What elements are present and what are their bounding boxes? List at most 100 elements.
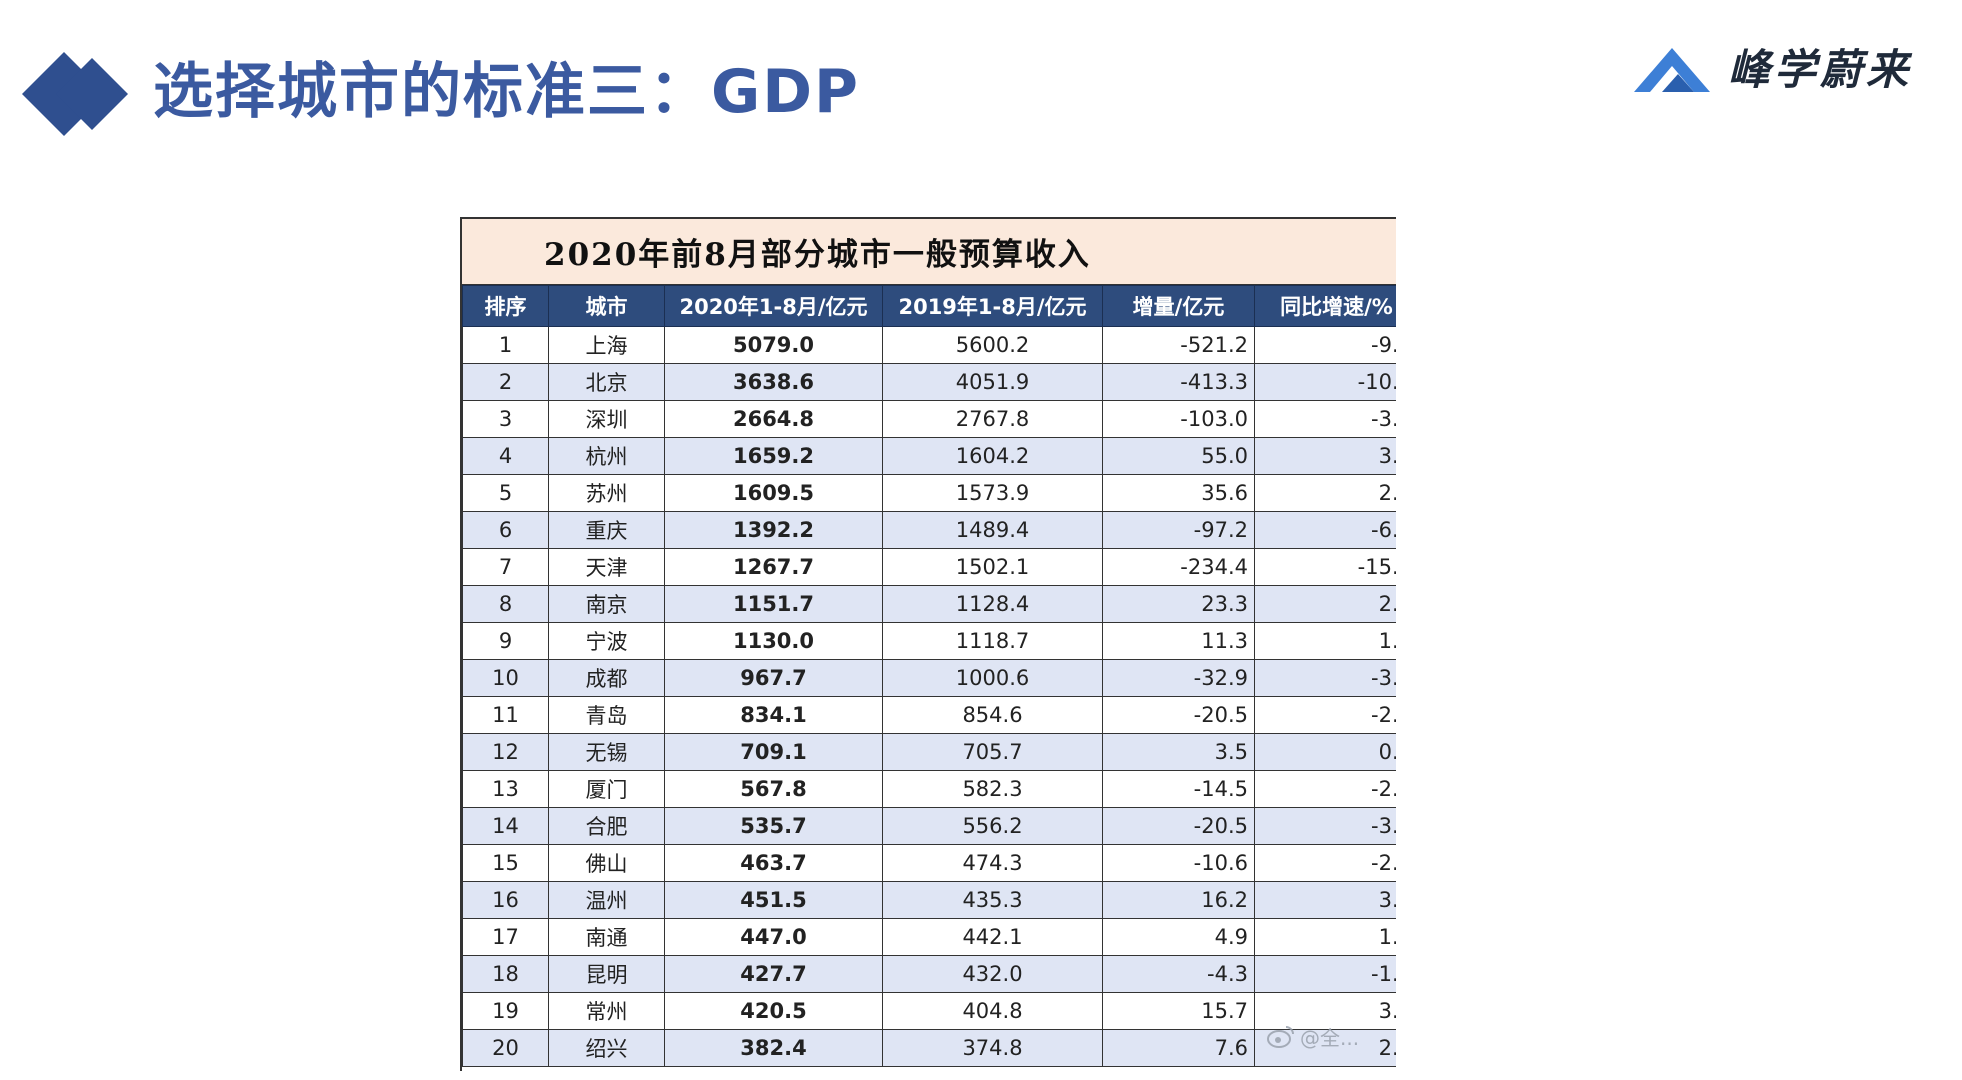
cell-rank: 4 [462,437,549,475]
cell-increase: -10.6 [1102,844,1255,882]
cell-2020: 535.7 [664,807,883,845]
cell-increase: -97.2 [1102,511,1255,549]
cell-rank: 11 [462,696,549,734]
mountain-logo-icon [1634,48,1710,92]
cell-2019: 1502.1 [882,548,1103,586]
cell-city: 南通 [548,918,665,956]
column-header-growth-rate: 同比增速/% [1254,285,1396,327]
cell-2020: 1659.2 [664,437,883,475]
cell-rank: 10 [462,659,549,697]
page-title: 选择城市的标准三：GDP [153,57,861,127]
cell-city: 南京 [548,585,665,623]
cell-2019: 442.1 [882,918,1103,956]
cell-growth-rate: -9.3 [1254,326,1396,364]
cell-city: 苏州 [548,474,665,512]
cell-rank: 13 [462,770,549,808]
cell-growth-rate: -10.2 [1254,363,1396,401]
cell-growth-rate: 0.5 [1254,733,1396,771]
cell-city: 温州 [548,881,665,919]
cell-increase: 7.6 [1102,1029,1255,1067]
cell-2019: 374.8 [882,1029,1103,1067]
cell-city: 佛山 [548,844,665,882]
cell-2019: 1604.2 [882,437,1103,475]
cell-growth-rate: 2.1 [1254,585,1396,623]
cell-rank: 20 [462,1029,549,1067]
cell-growth-rate: -3.7 [1254,400,1396,438]
brand-name: 峰学蔚来 [1728,45,1913,94]
cell-rank: 19 [462,992,549,1030]
cell-2020: 382.4 [664,1029,883,1067]
cell-2019: 582.3 [882,770,1103,808]
cell-increase: -32.9 [1102,659,1255,697]
cell-city: 厦门 [548,770,665,808]
cell-rank: 5 [462,474,549,512]
cell-2019: 705.7 [882,733,1103,771]
cell-2020: 967.7 [664,659,883,697]
cell-rank: 1 [462,326,549,364]
cell-2019: 1000.6 [882,659,1103,697]
cell-growth-rate: -6.5 [1254,511,1396,549]
table-header-row: 排序 城市 2020年1-8月/亿元 2019年1-8月/亿元 增量/亿元 同比… [462,285,1396,327]
column-header-2019: 2019年1-8月/亿元 [882,285,1103,327]
cell-city: 昆明 [548,955,665,993]
cell-city: 成都 [548,659,665,697]
cell-increase: 55.0 [1102,437,1255,475]
cell-2020: 3638.6 [664,363,883,401]
cell-2019: 4051.9 [882,363,1103,401]
cell-2019: 435.3 [882,881,1103,919]
cell-city: 重庆 [548,511,665,549]
cell-increase: 16.2 [1102,881,1255,919]
cell-rank: 17 [462,918,549,956]
cell-2019: 1573.9 [882,474,1103,512]
cell-increase: -413.3 [1102,363,1255,401]
cell-growth-rate: -2.2 [1254,844,1396,882]
cell-city: 合肥 [548,807,665,845]
cell-rank: 12 [462,733,549,771]
column-header-2020: 2020年1-8月/亿元 [664,285,883,327]
cell-growth-rate: 2.3 [1254,474,1396,512]
cell-growth-rate: -1.0 [1254,955,1396,993]
cell-2019: 2767.8 [882,400,1103,438]
cell-city: 常州 [548,992,665,1030]
cell-growth-rate: 3.4 [1254,437,1396,475]
cell-growth-rate: -2.5 [1254,770,1396,808]
watermark-text: @全... [1300,1025,1360,1050]
cell-growth-rate: 3.7 [1254,881,1396,919]
cell-city: 宁波 [548,622,665,660]
cell-2019: 404.8 [882,992,1103,1030]
cell-city: 无锡 [548,733,665,771]
cell-city: 天津 [548,548,665,586]
budget-table-image: 2020年前8月部分城市一般预算收入 排序 城市 2020年1-8月/亿元 20… [460,217,1396,1071]
cell-increase: 15.7 [1102,992,1255,1030]
cell-growth-rate: 2.0 [1254,1029,1396,1067]
column-header-rank: 排序 [462,285,549,327]
cell-2019: 854.6 [882,696,1103,734]
cell-rank: 8 [462,585,549,623]
cell-increase: 11.3 [1102,622,1255,660]
cell-increase: -521.2 [1102,326,1255,364]
cell-2019: 1128.4 [882,585,1103,623]
cell-rank: 14 [462,807,549,845]
cell-increase: -20.5 [1102,696,1255,734]
table-caption: 2020年前8月部分城市一般预算收入 [462,219,1396,285]
cell-2019: 1489.4 [882,511,1103,549]
cell-rank: 6 [462,511,549,549]
cell-growth-rate: 1.1 [1254,918,1396,956]
cell-growth-rate: -3.7 [1254,807,1396,845]
cell-2020: 451.5 [664,881,883,919]
cell-rank: 15 [462,844,549,882]
cell-2020: 834.1 [664,696,883,734]
